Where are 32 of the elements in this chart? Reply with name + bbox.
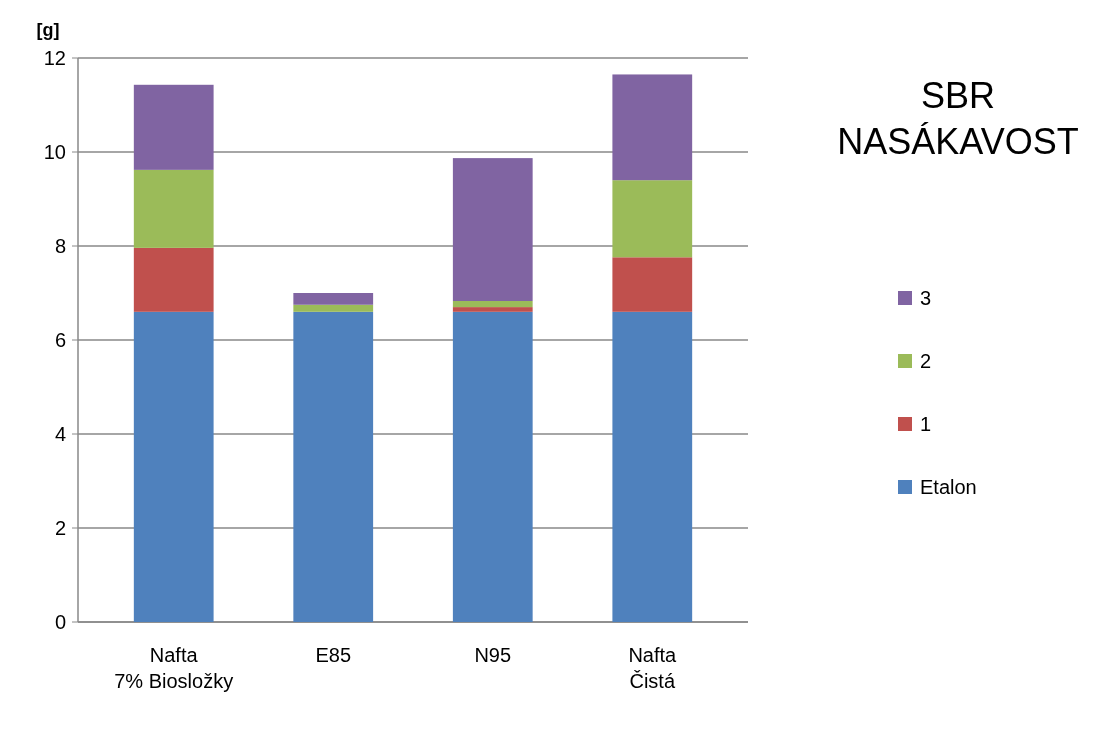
bar — [293, 311, 374, 622]
bar — [293, 293, 374, 305]
bar — [612, 74, 693, 181]
text: SBR NASÁKAVOST — [837, 75, 1079, 162]
bar — [133, 84, 214, 170]
bar — [612, 311, 693, 622]
bar — [293, 304, 374, 312]
bar — [452, 300, 533, 308]
bar — [452, 311, 533, 622]
legend-label: Etalon — [920, 476, 977, 498]
bar — [452, 307, 533, 312]
legend-label: 2 — [920, 350, 932, 372]
legend-label: 3 — [920, 287, 932, 309]
legend-label: 1 — [920, 413, 932, 435]
y-tick-label: 6 — [54, 329, 66, 351]
bar — [133, 247, 214, 312]
bar — [612, 180, 693, 258]
bar — [452, 158, 533, 301]
y-tick-label: 2 — [54, 517, 66, 539]
y-tick-label: 8 — [54, 235, 66, 257]
bar — [612, 257, 693, 312]
y-tick-label: 10 — [43, 141, 66, 163]
bar — [133, 311, 214, 622]
bar — [133, 169, 214, 248]
x-tick-label: Nafta Čistá — [628, 644, 678, 692]
x-tick-label: N95 — [474, 644, 512, 666]
x-tick-label: Nafta 7% Biosložky — [114, 644, 234, 692]
y-axis-title: [g] — [36, 20, 60, 40]
x-tick-label: E85 — [315, 644, 352, 666]
y-tick-label: 0 — [54, 611, 66, 633]
y-tick-label: 4 — [54, 423, 66, 445]
y-tick-label: 12 — [43, 47, 66, 69]
